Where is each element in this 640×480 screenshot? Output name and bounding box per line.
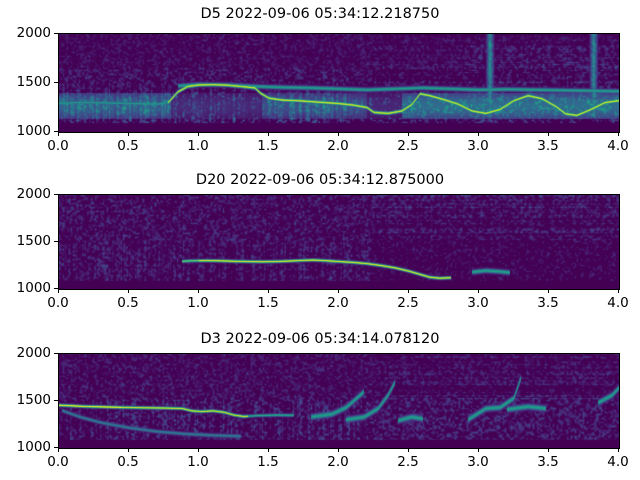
x-tick-mark [408, 448, 409, 452]
x-tick-mark [128, 132, 129, 136]
spectrogram-image [59, 354, 619, 448]
x-tick-mark [548, 289, 549, 293]
y-tick-mark [54, 82, 58, 83]
x-tick-label: 0.0 [47, 138, 69, 154]
y-tick-label: 1000 [16, 123, 51, 139]
x-tick-label: 1.5 [257, 454, 279, 470]
x-tick-label: 3.0 [467, 138, 489, 154]
x-tick-label: 3.0 [467, 454, 489, 470]
x-tick-label: 2.0 [327, 138, 349, 154]
x-tick-label: 3.5 [537, 454, 559, 470]
x-tick-mark [58, 448, 59, 452]
y-tick-label: 1500 [16, 74, 51, 90]
x-tick-mark [268, 448, 269, 452]
x-tick-mark [338, 448, 339, 452]
x-tick-label: 2.0 [327, 454, 349, 470]
x-tick-mark [408, 132, 409, 136]
spectrogram-axes[interactable] [58, 194, 620, 290]
y-tick-label: 1000 [16, 439, 51, 455]
x-tick-label: 3.0 [467, 295, 489, 311]
y-tick-mark [54, 353, 58, 354]
x-tick-label: 3.5 [537, 138, 559, 154]
y-tick-mark [54, 33, 58, 34]
x-tick-mark [268, 132, 269, 136]
x-tick-mark [128, 289, 129, 293]
x-tick-mark [338, 132, 339, 136]
panel-title: D3 2022-09-06 05:34:14.078120 [200, 331, 440, 347]
x-tick-mark [198, 289, 199, 293]
y-tick-mark [54, 194, 58, 195]
x-tick-label: 4.0 [607, 295, 629, 311]
y-tick-label: 1500 [16, 233, 51, 249]
panel-title: D5 2022-09-06 05:34:12.218750 [200, 6, 440, 22]
x-tick-mark [478, 289, 479, 293]
x-tick-mark [198, 132, 199, 136]
x-tick-mark [268, 289, 269, 293]
x-tick-label: 0.0 [47, 454, 69, 470]
y-tick-mark [54, 447, 58, 448]
x-tick-label: 0.5 [117, 138, 139, 154]
x-tick-label: 2.5 [397, 454, 419, 470]
x-tick-mark [338, 289, 339, 293]
x-tick-mark [478, 448, 479, 452]
x-tick-label: 1.5 [257, 138, 279, 154]
spectrogram-axes[interactable] [58, 353, 620, 449]
x-tick-label: 2.5 [397, 138, 419, 154]
x-tick-mark [58, 132, 59, 136]
x-tick-mark [128, 448, 129, 452]
x-tick-label: 1.0 [187, 454, 209, 470]
y-tick-label: 2000 [16, 345, 51, 361]
x-tick-label: 0.5 [117, 295, 139, 311]
spectrogram-axes[interactable] [58, 33, 620, 133]
x-tick-mark [618, 132, 619, 136]
x-tick-label: 4.0 [607, 454, 629, 470]
x-tick-label: 3.5 [537, 295, 559, 311]
y-tick-label: 2000 [16, 25, 51, 41]
x-tick-label: 2.5 [397, 295, 419, 311]
x-tick-label: 2.0 [327, 295, 349, 311]
x-tick-mark [548, 132, 549, 136]
x-tick-label: 4.0 [607, 138, 629, 154]
x-tick-label: 1.0 [187, 295, 209, 311]
y-tick-label: 2000 [16, 186, 51, 202]
y-tick-mark [54, 131, 58, 132]
x-tick-label: 0.0 [47, 295, 69, 311]
x-tick-mark [548, 448, 549, 452]
x-tick-mark [618, 289, 619, 293]
x-tick-label: 1.0 [187, 138, 209, 154]
x-tick-label: 0.5 [117, 454, 139, 470]
y-tick-label: 1500 [16, 392, 51, 408]
x-tick-label: 1.5 [257, 295, 279, 311]
y-tick-mark [54, 241, 58, 242]
x-tick-mark [58, 289, 59, 293]
y-tick-mark [54, 288, 58, 289]
x-tick-mark [408, 289, 409, 293]
y-tick-mark [54, 400, 58, 401]
spectrogram-image [59, 34, 619, 132]
panel-title: D20 2022-09-06 05:34:12.875000 [195, 172, 445, 188]
spectrogram-image [59, 195, 619, 289]
x-tick-mark [478, 132, 479, 136]
x-tick-mark [618, 448, 619, 452]
x-tick-mark [198, 448, 199, 452]
y-tick-label: 1000 [16, 280, 51, 296]
